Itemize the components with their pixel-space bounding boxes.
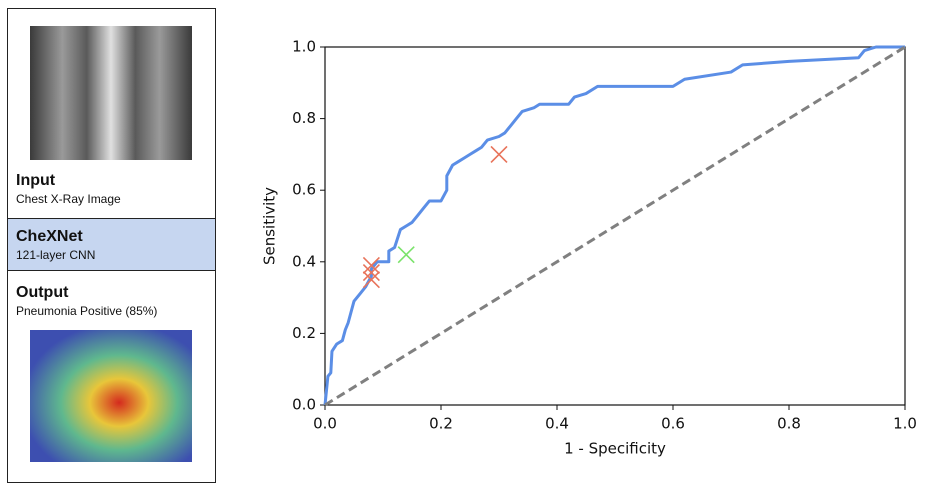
output-title: Output: [16, 284, 69, 301]
y-tick-label: 0.4: [292, 252, 316, 270]
y-tick-label: 1.0: [292, 38, 316, 56]
x-marker: [397, 246, 415, 264]
xray-image: [30, 26, 192, 160]
model-title: CheXNet: [16, 228, 83, 245]
heatmap-image: [30, 330, 192, 462]
x-marker: [362, 256, 380, 274]
x-tick-label: 0.2: [429, 415, 453, 433]
plot-frame: [324, 46, 906, 406]
x-axis-label: 1 - Specificity: [564, 440, 666, 458]
x-tick-label: 0.6: [661, 415, 685, 433]
y-tick-label: 0.8: [292, 109, 316, 127]
x-tick-label: 1.0: [893, 415, 917, 433]
x-marker: [490, 145, 508, 163]
y-axis-label: Sensitivity: [261, 187, 279, 265]
model-box: [7, 218, 216, 271]
x-marker: [362, 263, 380, 282]
input-subtitle: Chest X-Ray Image: [16, 192, 121, 206]
model-subtitle: 121-layer CNN: [16, 248, 95, 262]
input-title: Input: [16, 172, 56, 189]
output-subtitle: Pneumonia Positive (85%): [16, 304, 157, 318]
y-tick-label: 0.6: [292, 181, 316, 199]
y-tick-label: 0.0: [292, 396, 316, 414]
x-tick-label: 0.4: [545, 415, 569, 433]
x-tick-label: 0.8: [777, 415, 801, 433]
x-tick-label: 0.0: [313, 415, 337, 433]
y-tick-label: 0.2: [292, 324, 316, 342]
x-marker: [362, 271, 380, 289]
reference-line: [324, 45, 906, 407]
roc-curve: [323, 45, 905, 406]
